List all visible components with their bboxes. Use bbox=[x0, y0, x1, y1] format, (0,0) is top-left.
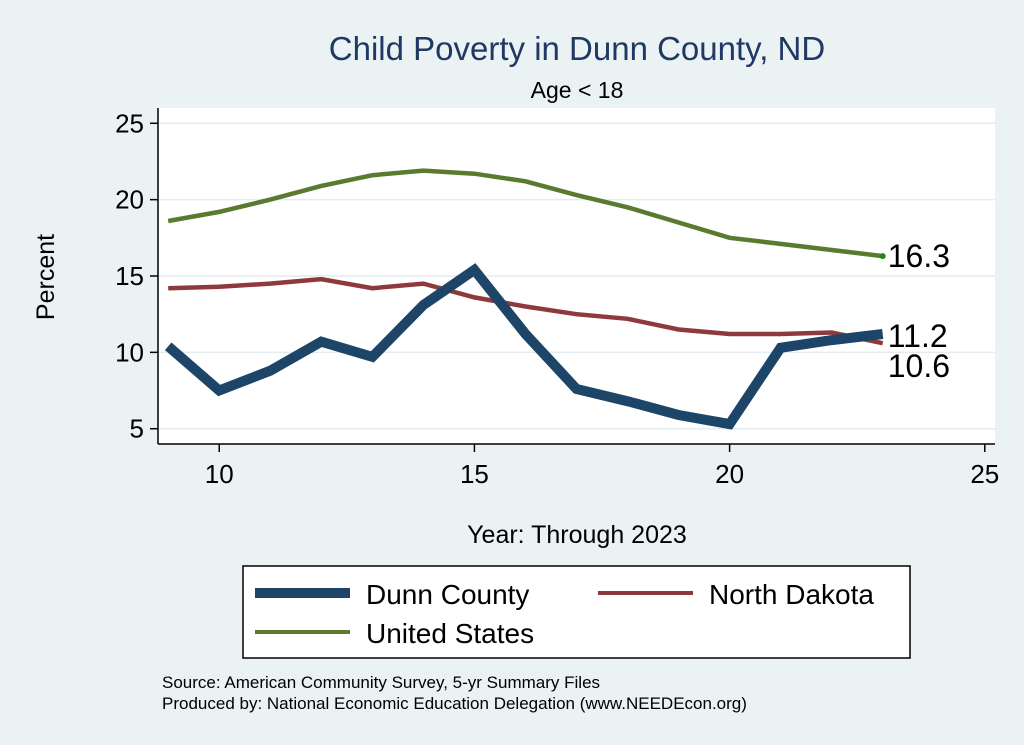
series-line-north-dakota bbox=[168, 276, 884, 346]
end-label-dunn-county: 11.2 bbox=[888, 318, 948, 354]
chart-subtitle: Age < 18 bbox=[531, 77, 624, 103]
y-tick-label-10: 10 bbox=[115, 337, 144, 367]
x-axis-ticks: 10 15 20 25 bbox=[205, 444, 999, 489]
producer-note: Produced by: National Economic Education… bbox=[162, 694, 747, 713]
legend-label-dunn-county: Dunn County bbox=[366, 579, 529, 610]
y-tick-label-5: 5 bbox=[130, 414, 144, 444]
y-tick-label-15: 15 bbox=[115, 261, 144, 291]
series-line-dunn-county bbox=[164, 263, 884, 430]
x-axis-label: Year: Through 2023 bbox=[467, 521, 687, 549]
y-axis-label: Percent bbox=[32, 234, 60, 320]
y-tick-label-20: 20 bbox=[115, 185, 144, 215]
y-tick-label-25: 25 bbox=[115, 108, 144, 138]
series-line-united-states bbox=[167, 168, 883, 259]
chart-title: Child Poverty in Dunn County, ND bbox=[329, 30, 825, 67]
x-tick-label-20: 20 bbox=[715, 459, 744, 489]
x-tick-label-15: 15 bbox=[460, 459, 489, 489]
x-tick-label-10: 10 bbox=[205, 459, 234, 489]
x-tick-label-25: 25 bbox=[970, 459, 999, 489]
legend-label-united-states: United States bbox=[366, 618, 534, 649]
legend-label-north-dakota: North Dakota bbox=[709, 579, 874, 610]
end-point-united-states bbox=[879, 253, 886, 260]
legend-box bbox=[242, 565, 911, 659]
end-label-united-states: 16.3 bbox=[888, 238, 950, 274]
y-axis-ticks: 5 10 15 20 25 bbox=[115, 108, 158, 444]
series-lines bbox=[164, 168, 884, 430]
end-labels: 16.3 10.611.2 bbox=[879, 238, 950, 384]
source-note: Source: American Community Survey, 5-yr … bbox=[162, 673, 600, 692]
end-label-north-dakota: 10.6 bbox=[888, 348, 950, 384]
